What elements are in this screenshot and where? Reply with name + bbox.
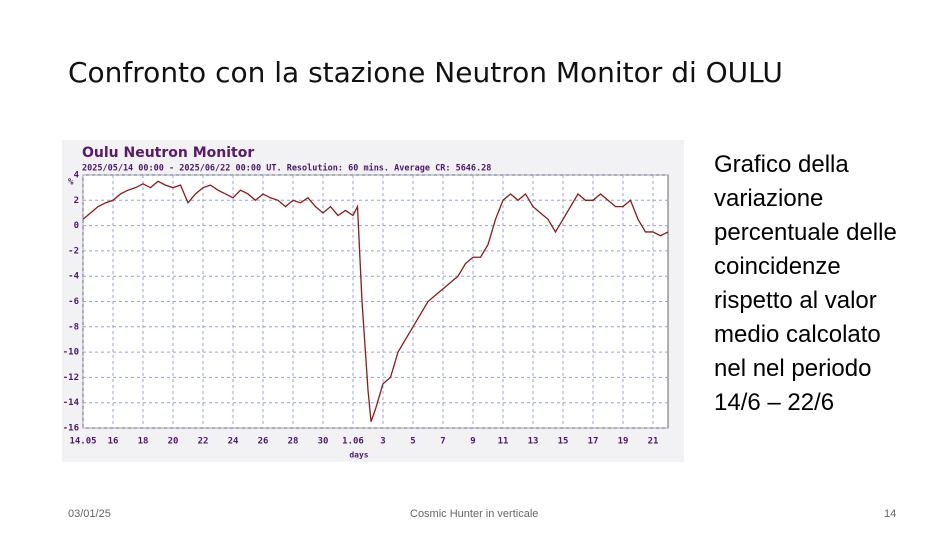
y-tick-label: -12 [63, 373, 79, 383]
x-tick-label: 11 [498, 437, 509, 447]
body-line: 14/6 – 22/6 [714, 389, 835, 416]
plot-area [82, 174, 669, 429]
x-tick-label: 21 [648, 437, 659, 447]
chart-title: Oulu Neutron Monitor [82, 145, 254, 161]
x-tick-label: 17 [588, 437, 599, 447]
footer-center: Cosmic Hunter in verticale [410, 508, 539, 520]
x-tick-label: 18 [138, 437, 149, 447]
y-tick-label: -2 [68, 246, 79, 256]
x-tick-label: 13 [528, 437, 539, 447]
body-line: Grafico della [714, 151, 849, 178]
data-line [82, 180, 669, 422]
y-tick-label: 2 [74, 196, 79, 206]
y-tick-label: -4 [68, 272, 79, 282]
x-tick-label: 15 [558, 437, 569, 447]
footer-date: 03/01/25 [68, 508, 111, 520]
x-tick-label: 19 [618, 437, 629, 447]
slide-body: Grafico della variazione percentuale delle… [714, 148, 897, 420]
x-tick-label: 3 [380, 437, 385, 447]
x-axis-label: days [349, 451, 368, 460]
x-tick-label: 20 [168, 437, 179, 447]
y-tick-label: -8 [68, 322, 79, 332]
x-tick-label: 28 [288, 437, 299, 447]
x-tick-label: 5 [410, 437, 415, 447]
y-tick-label: 4 [74, 171, 80, 181]
y-tick-label: -16 [63, 424, 79, 434]
x-tick-label: 26 [258, 437, 269, 447]
x-tick-label: 7 [440, 437, 445, 447]
body-line: medio calcolato [714, 321, 881, 348]
y-tick-label: -14 [63, 398, 80, 408]
body-line: coincidenze [714, 253, 841, 280]
body-line: rispetto al valor [714, 287, 877, 314]
x-tick-label: 16 [108, 437, 119, 447]
x-tick-label: 30 [318, 437, 329, 447]
slide-title: Confronto con la stazione Neutron Monito… [68, 56, 783, 89]
body-line: percentuale delle [714, 219, 897, 246]
chart-subtitle: 2025/05/14 00:00 - 2025/06/22 00:00 UT. … [82, 163, 491, 174]
x-tick-label: 24 [228, 437, 239, 447]
chart: Oulu Neutron Monitor 2025/05/14 00:00 - … [62, 140, 684, 462]
x-tick-label: 9 [470, 437, 475, 447]
y-tick-label: -10 [63, 348, 79, 358]
x-tick-label: 1.06 [342, 437, 364, 447]
body-line: variazione [714, 185, 824, 212]
y-tick-label: -6 [68, 297, 79, 307]
footer-page: 14 [884, 508, 897, 520]
y-axis-label: % [68, 178, 74, 188]
y-tick-label: 0 [74, 221, 79, 231]
x-tick-label: 14.05 [69, 437, 96, 447]
x-tick-label: 22 [198, 437, 209, 447]
body-line: nel nel periodo [714, 355, 872, 382]
